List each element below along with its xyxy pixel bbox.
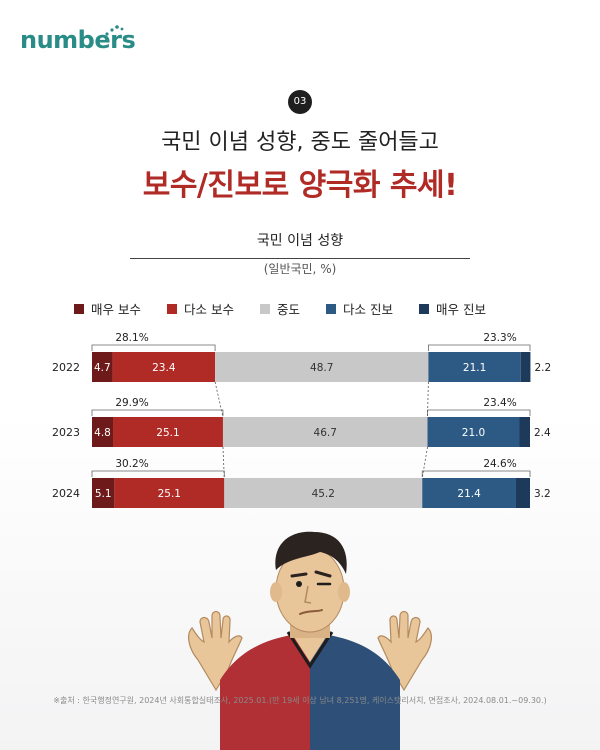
progressive-total-label: 23.3%: [483, 332, 516, 344]
legend-swatch: [325, 303, 336, 314]
brand-logo: numbers: [20, 26, 136, 54]
data-label: 46.7: [314, 427, 337, 439]
legend-swatch: [166, 303, 177, 314]
conservative-total-label: 30.2%: [115, 458, 148, 470]
moderate-end-connector: [427, 381, 429, 418]
conservative-bracket: [91, 470, 225, 477]
headline-line2: 보수/진보로 양극화 추세!: [142, 168, 458, 203]
stacked-bar-chart: 2022 4.7 23.4 48.7 21.1 2.2 28.1% 23.3% 2023 4.8 2…: [52, 332, 551, 508]
data-label: 25.1: [158, 488, 181, 500]
progressive-total-label: 23.4%: [483, 397, 516, 409]
data-label: 48.7: [310, 362, 333, 374]
face-icon: [270, 531, 350, 638]
source-note: ※출처 : 한국행정연구원, 2024년 사회통합실태조사, 2025.01.(…: [53, 696, 547, 705]
chart-legend: 매우 보수 다소 보수 중도 다소 진보 매우 진보: [74, 299, 486, 318]
bar-segment-somewhat-progressive: [428, 352, 521, 382]
bar-segment-very-progressive: [519, 417, 530, 447]
bar-segment-very-progressive: [520, 352, 531, 382]
bar-segment-moderate: [215, 352, 429, 382]
bar-segment-somewhat-conservative: [113, 417, 223, 447]
legend-label: 다소 진보: [342, 302, 393, 317]
year-label: 2022: [52, 361, 80, 374]
conservative-total-label: 28.1%: [115, 332, 148, 344]
section-number-badge: 03: [288, 90, 312, 114]
data-label: 5.1: [95, 488, 112, 500]
chart-subtitle: (일반국민, %): [263, 262, 337, 276]
bar-segment-somewhat-conservative: [114, 478, 225, 508]
bar-segment-very-conservative: [92, 352, 113, 382]
legend-label: 매우 보수: [91, 302, 141, 317]
shrugging-man-illustration: [188, 531, 432, 750]
data-label: 21.4: [457, 488, 481, 500]
data-label: 23.4: [152, 362, 176, 374]
bar-segment-moderate: [222, 417, 428, 447]
progressive-bracket: [421, 470, 531, 477]
year-label: 2024: [52, 487, 80, 500]
moderate-start-connector: [222, 446, 225, 479]
chart-title: 국민 이념 성향: [130, 230, 470, 259]
legend-swatch: [259, 303, 270, 314]
data-label: 4.7: [94, 362, 111, 374]
progressive-bracket: [427, 409, 531, 416]
legend-item-somewhat-conservative: 다소 보수: [166, 299, 234, 318]
data-label: 25.1: [156, 427, 179, 439]
legend-swatch: [418, 303, 429, 314]
data-label: 4.8: [94, 427, 111, 439]
legend-item-very-conservative: 매우 보수: [74, 299, 141, 318]
data-label: 2.4: [534, 427, 551, 439]
bar-segment-somewhat-progressive: [427, 417, 520, 447]
conservative-bracket: [91, 409, 224, 416]
conservative-bracket: [91, 344, 216, 351]
data-label: 21.0: [462, 427, 485, 439]
bar-segment-moderate: [224, 478, 423, 508]
bar-segment-somewhat-conservative: [112, 352, 216, 382]
bar-segment-somewhat-progressive: [422, 478, 516, 508]
legend-label: 중도: [276, 302, 300, 317]
data-label: 2.2: [534, 362, 551, 374]
legend-swatch: [74, 303, 84, 314]
bar-segment-very-conservative: [92, 417, 114, 447]
progressive-total-label: 24.6%: [483, 458, 516, 470]
right-hand-icon: [377, 610, 432, 692]
shirt-icon: [220, 631, 400, 750]
data-label: 45.2: [312, 488, 335, 500]
data-label: 3.2: [534, 488, 551, 500]
left-hand-icon: [188, 610, 243, 692]
conservative-total-label: 29.9%: [115, 397, 148, 409]
moderate-start-connector: [214, 381, 224, 418]
data-label: 21.1: [463, 362, 486, 374]
bar-segment-very-conservative: [92, 478, 115, 508]
legend-label: 매우 진보: [435, 302, 486, 317]
progressive-bracket: [427, 344, 531, 351]
moderate-end-connector: [421, 446, 428, 479]
legend-label: 다소 보수: [183, 302, 234, 317]
legend-item-moderate: 중도: [259, 299, 300, 318]
legend-item-very-progressive: 매우 진보: [418, 299, 486, 318]
headline-line1: 국민 이념 성향, 중도 줄어들고: [161, 130, 439, 155]
year-label: 2023: [52, 426, 80, 439]
legend-item-somewhat-progressive: 다소 진보: [325, 299, 393, 318]
logo-dots-icon: [105, 25, 124, 36]
bar-segment-very-progressive: [515, 478, 530, 508]
